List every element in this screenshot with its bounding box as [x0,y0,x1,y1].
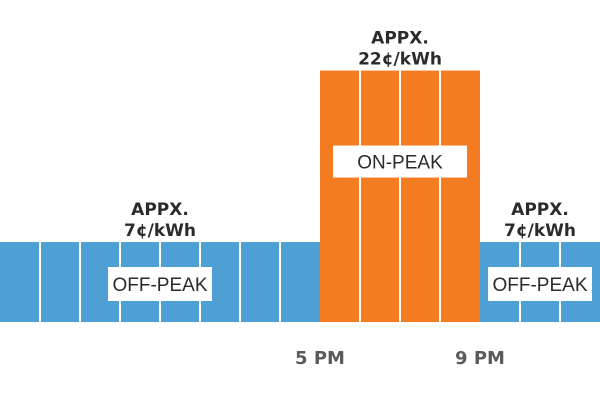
x-tick-label-1: 9 PM [455,348,505,369]
period-0-hour-divider-15 [239,242,241,322]
period-0-hour-divider-11 [79,242,81,322]
period-1-hour-bar-18 [360,70,400,322]
period-1-label-box [333,145,467,178]
period-2-rate-line2: 7¢/kWh [504,221,576,241]
period-0-hour-divider-16 [279,242,281,322]
period-1-hour-bar-17 [320,70,360,322]
period-1-rate-line2: 22¢/kWh [358,50,442,70]
period-1-hour-divider-20 [439,70,441,322]
period-0-hour-bar-16 [280,242,320,322]
period-2-label: OFF-PEAK [492,275,587,296]
period-1-hour-bar-19 [400,70,440,322]
period-1-rate-line1: APPX. [371,29,429,49]
period-0-hour-bar-9 [0,242,40,322]
period-1-label: ON-PEAK [357,153,443,174]
period-0-hour-bar-15 [240,242,280,322]
period-1-hour-bar-20 [440,70,480,322]
period-2-label-box [488,267,592,301]
period-0-label-box [108,267,212,301]
period-0-rate-line1: APPX. [131,200,189,220]
x-tick-label-0: 5 PM [295,348,345,369]
period-0-label: OFF-PEAK [112,275,207,296]
period-1-hour-divider-18 [359,70,361,322]
period-2-rate-line1: APPX. [511,200,569,220]
period-0-rate-line2: 7¢/kWh [124,221,196,241]
period-0-hour-bar-10 [40,242,80,322]
period-0-hour-divider-10 [39,242,41,322]
period-1-hour-divider-19 [399,70,401,322]
